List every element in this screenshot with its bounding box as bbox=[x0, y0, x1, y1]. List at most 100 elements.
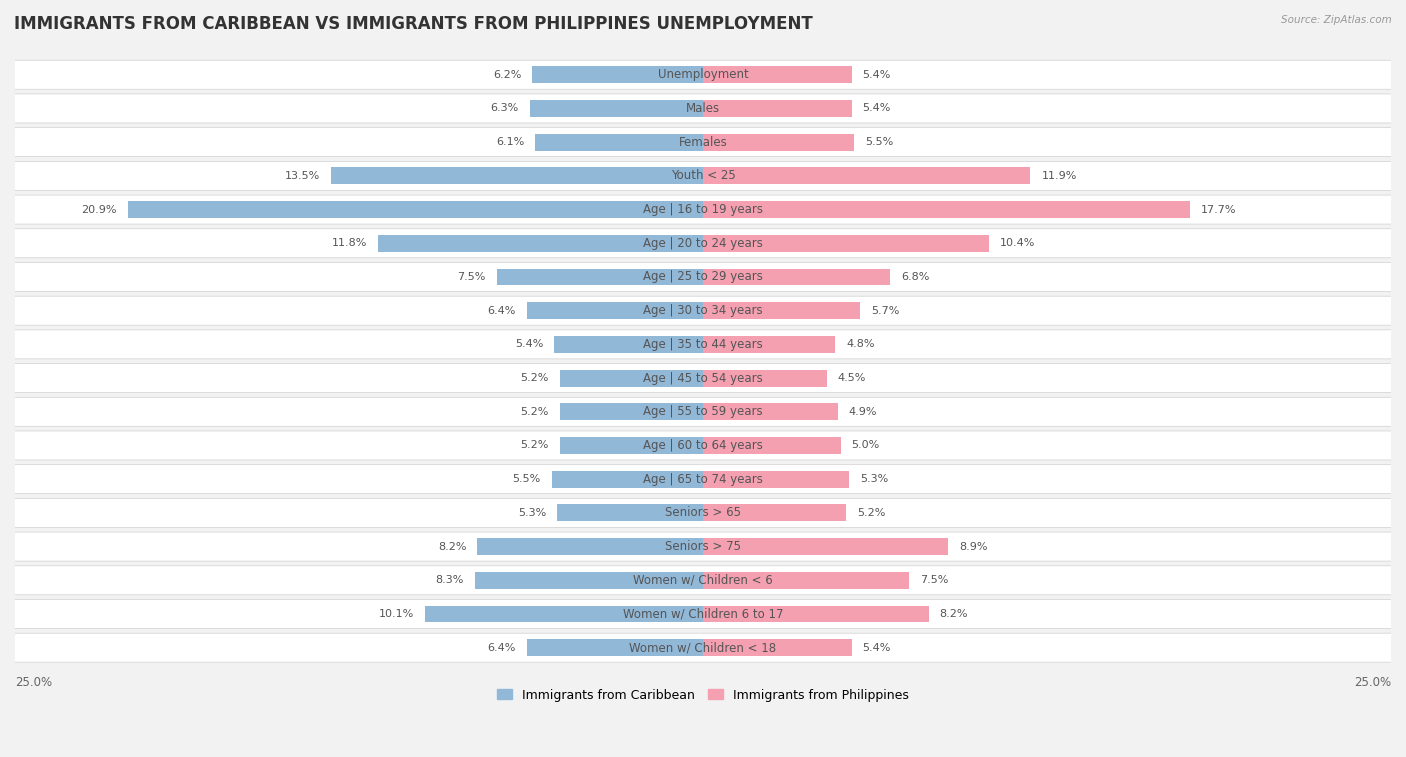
Text: 5.4%: 5.4% bbox=[863, 643, 891, 653]
Bar bbox=[703, 639, 852, 656]
Text: 5.3%: 5.3% bbox=[860, 474, 889, 484]
Text: Age | 60 to 64 years: Age | 60 to 64 years bbox=[643, 439, 763, 452]
FancyBboxPatch shape bbox=[14, 330, 1392, 359]
Text: 11.8%: 11.8% bbox=[332, 238, 367, 248]
Bar bbox=[703, 269, 890, 285]
Text: 10.4%: 10.4% bbox=[1000, 238, 1036, 248]
Bar bbox=[560, 369, 703, 387]
Bar bbox=[703, 336, 835, 353]
Text: 6.8%: 6.8% bbox=[901, 272, 929, 282]
Text: 20.9%: 20.9% bbox=[82, 204, 117, 214]
Bar bbox=[703, 606, 929, 622]
Bar bbox=[475, 572, 703, 589]
Text: 7.5%: 7.5% bbox=[921, 575, 949, 585]
Text: 8.2%: 8.2% bbox=[437, 541, 467, 552]
Text: 5.0%: 5.0% bbox=[852, 441, 880, 450]
Text: 6.1%: 6.1% bbox=[496, 137, 524, 147]
Text: IMMIGRANTS FROM CARIBBEAN VS IMMIGRANTS FROM PHILIPPINES UNEMPLOYMENT: IMMIGRANTS FROM CARIBBEAN VS IMMIGRANTS … bbox=[14, 15, 813, 33]
Bar bbox=[378, 235, 703, 251]
Bar bbox=[332, 167, 703, 184]
FancyBboxPatch shape bbox=[14, 195, 1392, 224]
Text: Women w/ Children < 18: Women w/ Children < 18 bbox=[630, 641, 776, 654]
FancyBboxPatch shape bbox=[14, 465, 1392, 494]
Text: 5.5%: 5.5% bbox=[865, 137, 894, 147]
Text: 6.2%: 6.2% bbox=[494, 70, 522, 79]
FancyBboxPatch shape bbox=[14, 431, 1392, 460]
Bar bbox=[477, 538, 703, 555]
Text: Seniors > 75: Seniors > 75 bbox=[665, 540, 741, 553]
Text: 5.5%: 5.5% bbox=[512, 474, 541, 484]
Text: Age | 16 to 19 years: Age | 16 to 19 years bbox=[643, 203, 763, 216]
FancyBboxPatch shape bbox=[14, 532, 1392, 561]
Text: 5.2%: 5.2% bbox=[520, 441, 548, 450]
Text: 6.3%: 6.3% bbox=[491, 104, 519, 114]
Text: 5.7%: 5.7% bbox=[870, 306, 900, 316]
Text: 4.5%: 4.5% bbox=[838, 373, 866, 383]
Bar bbox=[703, 538, 948, 555]
FancyBboxPatch shape bbox=[14, 397, 1392, 426]
Text: Age | 25 to 29 years: Age | 25 to 29 years bbox=[643, 270, 763, 283]
Text: 5.2%: 5.2% bbox=[858, 508, 886, 518]
Bar bbox=[425, 606, 703, 622]
Text: 5.4%: 5.4% bbox=[515, 339, 543, 350]
Text: Males: Males bbox=[686, 102, 720, 115]
Bar bbox=[703, 235, 990, 251]
Bar bbox=[527, 302, 703, 319]
Text: 6.4%: 6.4% bbox=[488, 306, 516, 316]
Text: 5.4%: 5.4% bbox=[863, 70, 891, 79]
Text: 7.5%: 7.5% bbox=[457, 272, 485, 282]
Text: Age | 65 to 74 years: Age | 65 to 74 years bbox=[643, 472, 763, 486]
Text: 5.4%: 5.4% bbox=[863, 104, 891, 114]
Text: 11.9%: 11.9% bbox=[1042, 171, 1077, 181]
Bar bbox=[554, 336, 703, 353]
FancyBboxPatch shape bbox=[14, 296, 1392, 326]
Text: 8.2%: 8.2% bbox=[939, 609, 969, 619]
Text: 25.0%: 25.0% bbox=[1354, 676, 1391, 690]
Bar bbox=[703, 302, 860, 319]
Bar bbox=[703, 134, 855, 151]
Text: Age | 55 to 59 years: Age | 55 to 59 years bbox=[643, 405, 763, 419]
Text: Unemployment: Unemployment bbox=[658, 68, 748, 81]
Text: Age | 20 to 24 years: Age | 20 to 24 years bbox=[643, 237, 763, 250]
Bar bbox=[560, 437, 703, 454]
FancyBboxPatch shape bbox=[14, 94, 1392, 123]
Bar bbox=[703, 369, 827, 387]
Bar bbox=[703, 100, 852, 117]
Bar bbox=[703, 471, 849, 488]
Text: 10.1%: 10.1% bbox=[378, 609, 413, 619]
FancyBboxPatch shape bbox=[14, 498, 1392, 528]
Text: 17.7%: 17.7% bbox=[1201, 204, 1237, 214]
Text: Source: ZipAtlas.com: Source: ZipAtlas.com bbox=[1281, 15, 1392, 25]
Bar bbox=[703, 572, 910, 589]
Text: 25.0%: 25.0% bbox=[15, 676, 52, 690]
Text: Seniors > 65: Seniors > 65 bbox=[665, 506, 741, 519]
Bar bbox=[530, 100, 703, 117]
FancyBboxPatch shape bbox=[14, 363, 1392, 393]
Text: Women w/ Children < 6: Women w/ Children < 6 bbox=[633, 574, 773, 587]
FancyBboxPatch shape bbox=[14, 263, 1392, 291]
FancyBboxPatch shape bbox=[14, 633, 1392, 662]
Text: Age | 45 to 54 years: Age | 45 to 54 years bbox=[643, 372, 763, 385]
Bar bbox=[703, 67, 852, 83]
FancyBboxPatch shape bbox=[14, 600, 1392, 628]
Bar bbox=[557, 504, 703, 522]
Bar bbox=[533, 67, 703, 83]
Text: Females: Females bbox=[679, 136, 727, 148]
Text: Age | 30 to 34 years: Age | 30 to 34 years bbox=[643, 304, 763, 317]
Text: 6.4%: 6.4% bbox=[488, 643, 516, 653]
FancyBboxPatch shape bbox=[14, 565, 1392, 595]
Bar bbox=[536, 134, 703, 151]
Text: 8.9%: 8.9% bbox=[959, 541, 987, 552]
Text: 4.9%: 4.9% bbox=[849, 407, 877, 417]
Bar bbox=[527, 639, 703, 656]
Bar bbox=[703, 201, 1189, 218]
Bar bbox=[703, 437, 841, 454]
Text: Age | 35 to 44 years: Age | 35 to 44 years bbox=[643, 338, 763, 351]
FancyBboxPatch shape bbox=[14, 229, 1392, 258]
Legend: Immigrants from Caribbean, Immigrants from Philippines: Immigrants from Caribbean, Immigrants fr… bbox=[492, 684, 914, 706]
Text: Youth < 25: Youth < 25 bbox=[671, 170, 735, 182]
Bar bbox=[551, 471, 703, 488]
Bar bbox=[560, 403, 703, 420]
Text: 5.2%: 5.2% bbox=[520, 373, 548, 383]
Bar bbox=[128, 201, 703, 218]
